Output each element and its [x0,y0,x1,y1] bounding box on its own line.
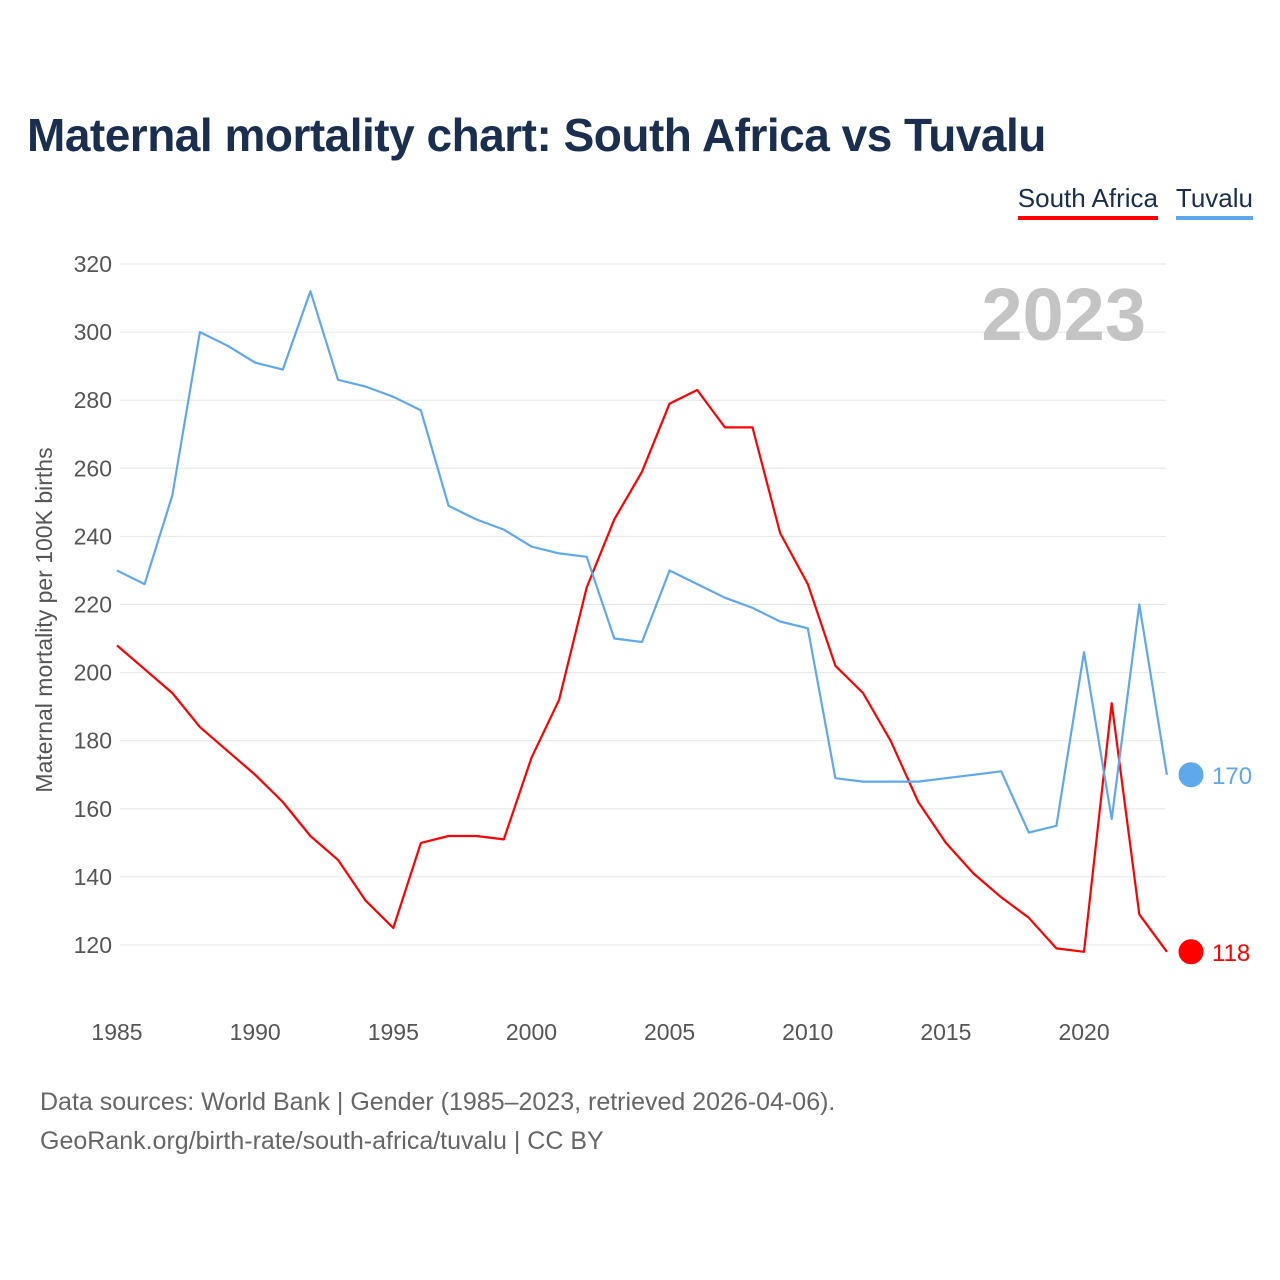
y-axis-label: Maternal mortality per 100K births [31,447,57,792]
footer-link[interactable]: GeoRank.org/birth-rate/south-africa/tuva… [40,1127,604,1155]
x-tick-label: 2020 [1058,1019,1109,1045]
chart-title: Maternal mortality chart: South Africa v… [27,109,1046,161]
year-label: 2023 [981,273,1146,356]
y-tick-label: 140 [74,864,112,890]
y-tick-label: 120 [74,932,112,958]
y-tick-label: 160 [74,796,112,822]
x-tick-label: 1985 [91,1019,142,1045]
y-tick-label: 220 [74,592,112,618]
series-line-south-africa[interactable] [116,388,1168,953]
flag-icon [1177,938,1205,966]
end-value-label: 170 [1212,763,1252,790]
flag-icon [1177,761,1205,789]
footer-sources: Data sources: World Bank | Gender (1985–… [40,1088,836,1116]
end-value-label: 118 [1212,940,1250,967]
x-tick-label: 2000 [506,1019,557,1045]
legend-south-africa[interactable]: South Africa [1017,183,1158,220]
y-tick-label: 240 [74,523,112,549]
x-tick-label: 2015 [920,1019,971,1045]
x-tick-label: 1995 [368,1019,419,1045]
series-line-tuvalu[interactable] [116,290,1168,834]
y-tick-label: 320 [74,251,112,277]
x-tick-label: 2010 [782,1019,833,1045]
x-tick-label: 2005 [644,1019,695,1045]
y-tick-label: 300 [74,319,112,345]
legend-tuvalu[interactable]: Tuvalu [1175,183,1253,220]
y-tick-label: 280 [74,387,112,413]
y-tick-label: 200 [74,660,112,686]
y-tick-label: 180 [74,728,112,754]
y-tick-label: 260 [74,455,112,481]
x-tick-label: 1990 [230,1019,281,1045]
